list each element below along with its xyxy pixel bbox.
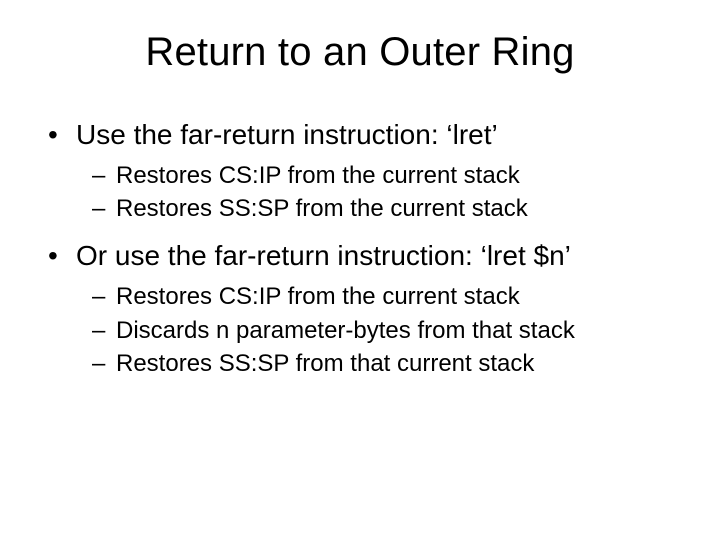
bullet-level1: • Use the far-return instruction: ‘lret’ (48, 117, 700, 152)
slide: Return to an Outer Ring • Use the far-re… (0, 0, 720, 540)
bullet-dash-icon: – (92, 281, 116, 312)
bullet-dash-icon: – (92, 315, 116, 346)
bullet-level2: – Restores CS:IP from the current stack (92, 281, 700, 312)
spacer (20, 226, 700, 238)
bullet-dash-icon: – (92, 160, 116, 191)
bullet-level2: – Restores SS:SP from the current stack (92, 193, 700, 224)
bullet-level2: – Restores CS:IP from the current stack (92, 160, 700, 191)
bullet-level2: – Discards n parameter-bytes from that s… (92, 315, 700, 346)
bullet-dot-icon: • (48, 117, 76, 152)
bullet-text: Restores SS:SP from the current stack (116, 193, 528, 224)
bullet-level1: • Or use the far-return instruction: ‘lr… (48, 238, 700, 273)
bullet-text: Restores CS:IP from the current stack (116, 160, 520, 191)
bullet-dot-icon: • (48, 238, 76, 273)
bullet-text: Or use the far-return instruction: ‘lret… (76, 238, 571, 273)
bullet-dash-icon: – (92, 348, 116, 379)
bullet-level2: – Restores SS:SP from that current stack (92, 348, 700, 379)
bullet-text: Restores SS:SP from that current stack (116, 348, 534, 379)
bullet-dash-icon: – (92, 193, 116, 224)
bullet-text: Discards n parameter-bytes from that sta… (116, 315, 575, 346)
page-title: Return to an Outer Ring (20, 30, 700, 75)
bullet-text: Restores CS:IP from the current stack (116, 281, 520, 312)
bullet-text: Use the far-return instruction: ‘lret’ (76, 117, 498, 152)
